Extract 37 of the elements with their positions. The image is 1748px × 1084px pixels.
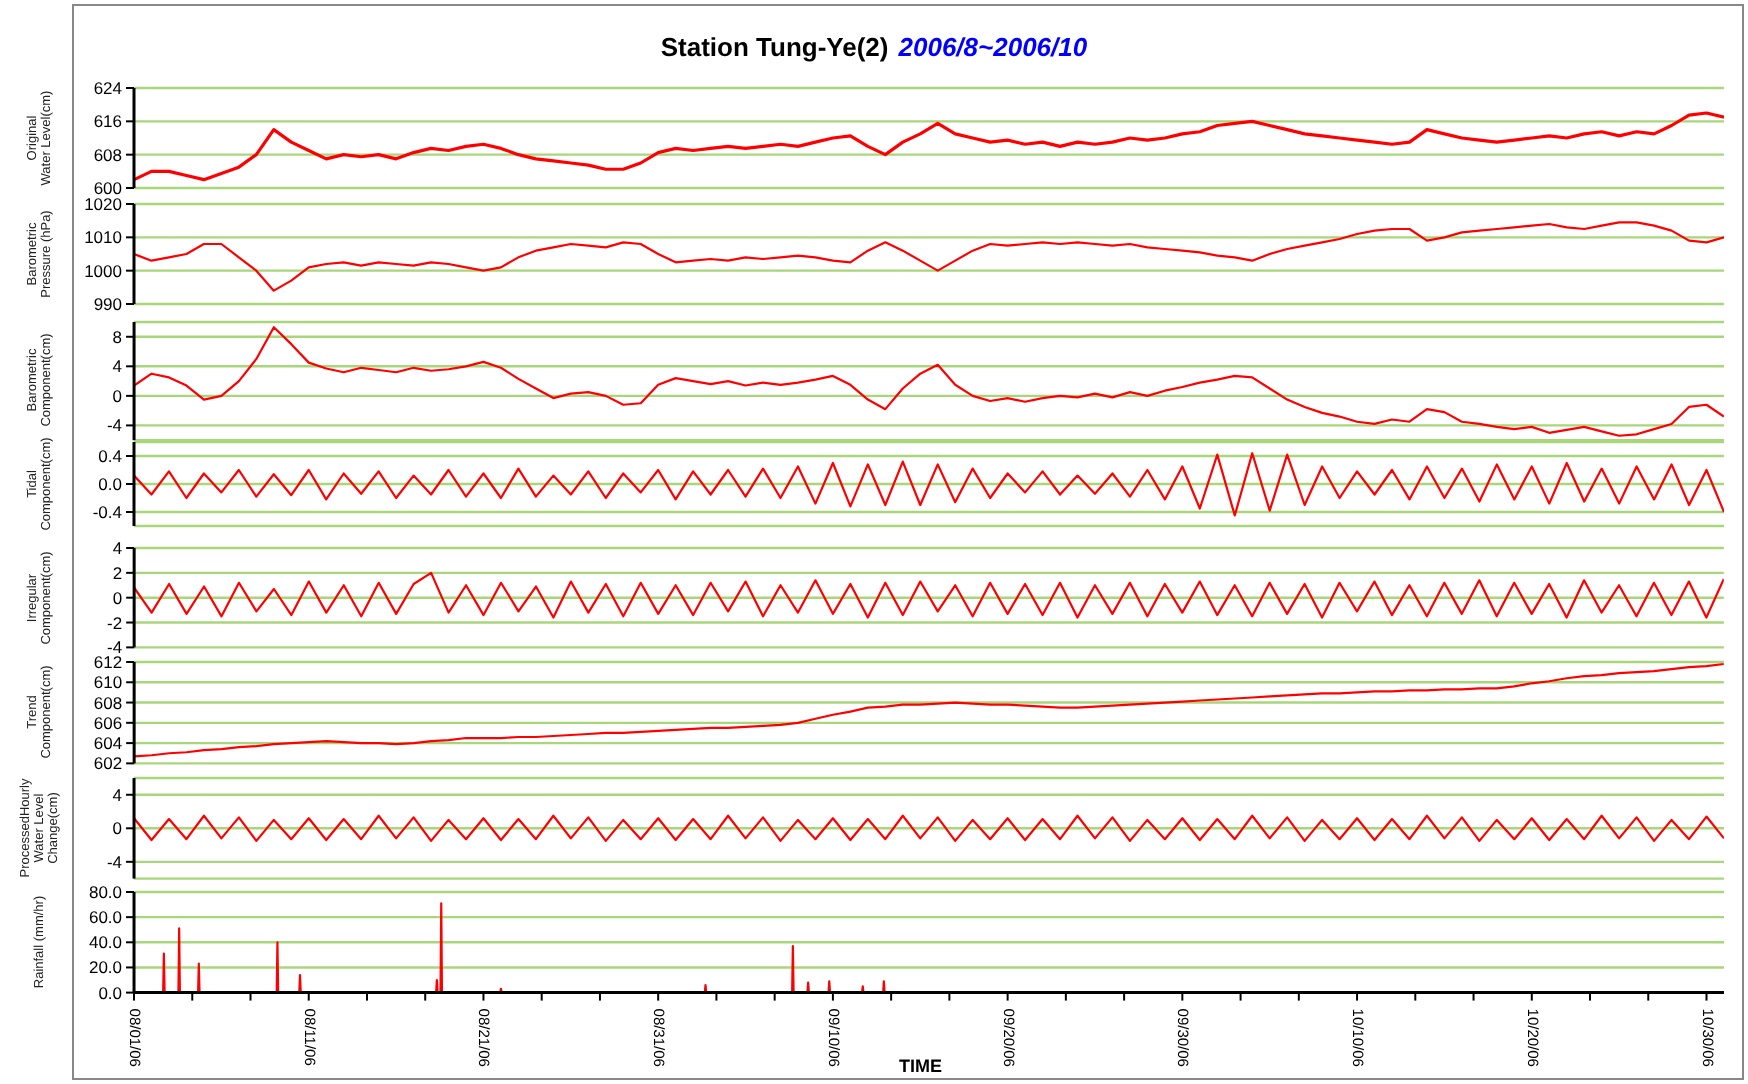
y-tick-label: -2 bbox=[107, 613, 123, 634]
chart-title: Station Tung-Ye(2) bbox=[660, 32, 889, 62]
y-tick-label: -4 bbox=[107, 638, 123, 658]
y-tick-label: 616 bbox=[93, 111, 123, 132]
y-tick-label: 0 bbox=[112, 817, 123, 838]
y-tick-label: 0.4 bbox=[98, 445, 123, 466]
x-axis-title: TIME bbox=[899, 1055, 942, 1076]
y-tick-label: -0.4 bbox=[92, 501, 123, 522]
y-tick-label: 4 bbox=[112, 538, 123, 559]
y-tick-label: 1000 bbox=[84, 260, 123, 281]
y-tick-label: -4 bbox=[106, 851, 123, 872]
y-tick-label: 0.0 bbox=[98, 982, 123, 1003]
y-tick-label: 0 bbox=[112, 588, 123, 609]
y-tick-label: 604 bbox=[93, 733, 123, 754]
y-tick-label: 20.0 bbox=[88, 956, 123, 977]
y-tick-label: -4 bbox=[106, 414, 123, 435]
y-tick-label: 606 bbox=[93, 712, 123, 733]
y-tick-label: 600 bbox=[93, 178, 123, 199]
y-tick-label: 0 bbox=[112, 384, 123, 405]
y-tick-label: 8 bbox=[112, 325, 123, 346]
y-tick-label: 4 bbox=[112, 355, 123, 376]
y-tick-label: 608 bbox=[93, 692, 123, 713]
y-tick-label: 1020 bbox=[84, 193, 123, 214]
y-tick-label: 0.0 bbox=[98, 473, 123, 494]
chart-subtitle: 2006/8~2006/10 bbox=[898, 32, 1088, 62]
y-tick-label: 610 bbox=[93, 672, 123, 693]
y-tick-label: 608 bbox=[93, 144, 123, 165]
y-tick-label: 60.0 bbox=[88, 906, 123, 927]
y-tick-label: 4 bbox=[112, 784, 123, 805]
y-tick-label: 624 bbox=[93, 78, 123, 99]
y-tick-label: 80.0 bbox=[88, 881, 123, 902]
y-tick-label: 2 bbox=[112, 563, 123, 584]
y-tick-label: 40.0 bbox=[88, 931, 123, 952]
y-tick-label: 990 bbox=[93, 293, 123, 314]
y-tick-label: 602 bbox=[93, 753, 123, 774]
y-tick-label: 1010 bbox=[84, 226, 123, 247]
y-tick-label: 612 bbox=[93, 652, 123, 673]
